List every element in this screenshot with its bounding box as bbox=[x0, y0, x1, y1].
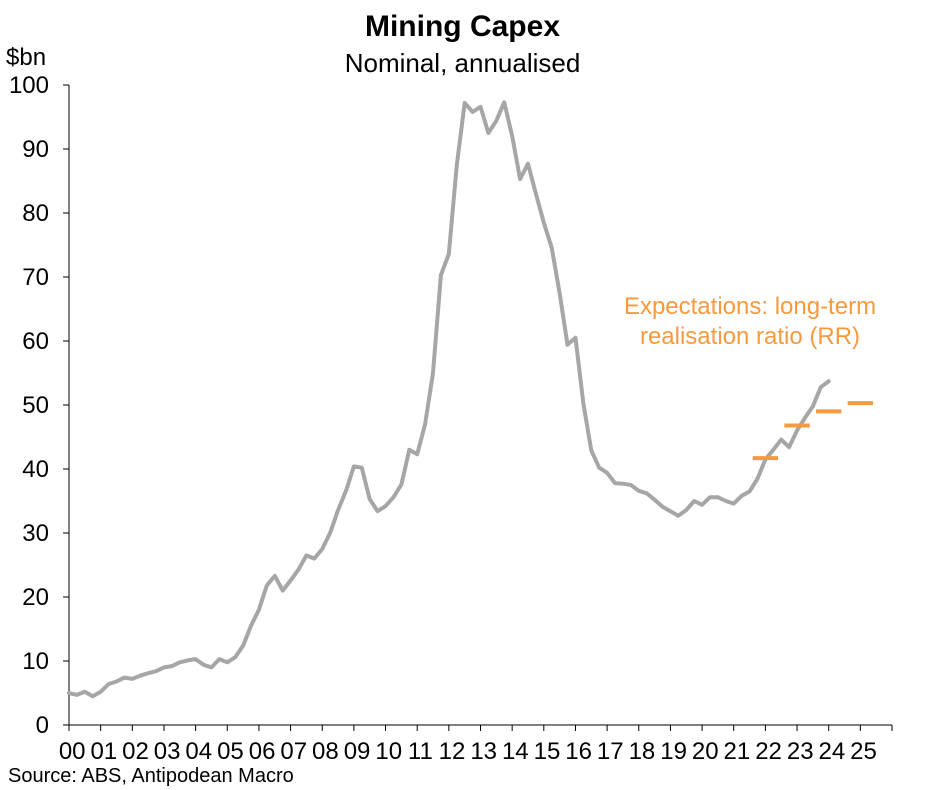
x-tick-label: 00 bbox=[59, 738, 86, 765]
x-tick-label: 15 bbox=[534, 738, 561, 765]
x-tick-label: 08 bbox=[312, 738, 339, 765]
x-tick-label: 24 bbox=[819, 738, 846, 765]
x-tick-label: 06 bbox=[249, 738, 276, 765]
x-tick-label: 05 bbox=[217, 738, 244, 765]
axes: 0 10 20 30 40 50 60 70 80 90 100 00 01 02 03 04 05 06 07 08… bbox=[9, 72, 893, 765]
actual-series-line bbox=[67, 100, 831, 699]
x-tick-label: 16 bbox=[565, 738, 592, 765]
x-tick-label: 13 bbox=[470, 738, 497, 765]
x-tick-label: 07 bbox=[280, 738, 307, 765]
actual-series bbox=[67, 100, 831, 699]
x-tick-label: 22 bbox=[755, 738, 782, 765]
expectations-series bbox=[752, 401, 874, 461]
x-tick-label: 04 bbox=[185, 738, 212, 765]
x-tick-label: 17 bbox=[597, 738, 624, 765]
y-tick-label: 10 bbox=[22, 648, 49, 675]
x-tick-label: 18 bbox=[629, 738, 656, 765]
x-tick-label: 02 bbox=[122, 738, 149, 765]
y-tick-label: 40 bbox=[22, 456, 49, 483]
chart-subtitle: Nominal, annualised bbox=[344, 48, 581, 78]
y-tick-label: 70 bbox=[22, 264, 49, 291]
x-tick-label: 20 bbox=[692, 738, 719, 765]
x-tick-label: 01 bbox=[90, 738, 117, 765]
y-tick-label: 50 bbox=[22, 392, 49, 419]
x-tick-label: 03 bbox=[154, 738, 181, 765]
y-tick-label: 100 bbox=[9, 72, 49, 99]
x-tick-label: 25 bbox=[850, 738, 877, 765]
x-tick-label: 14 bbox=[502, 738, 529, 765]
y-tick-label: 20 bbox=[22, 584, 49, 611]
source-note: Source: ABS, Antipodean Macro bbox=[8, 765, 294, 787]
y-tick-label: 90 bbox=[22, 136, 49, 163]
expectations-annotation: Expectations: long-term realisation rati… bbox=[605, 292, 895, 352]
x-tick-label: 19 bbox=[660, 738, 687, 765]
x-tick-label: 23 bbox=[787, 738, 814, 765]
x-tick-label: 09 bbox=[344, 738, 371, 765]
x-tick-label: 12 bbox=[439, 738, 466, 765]
y-tick-label: 0 bbox=[36, 712, 49, 739]
x-tick-label: 11 bbox=[408, 738, 433, 765]
y-tick-label: 80 bbox=[22, 200, 49, 227]
annotation-line-1: Expectations: long-term bbox=[623, 293, 877, 320]
annotation-line-2: realisation ratio (RR) bbox=[639, 323, 861, 350]
y-tick-label: 60 bbox=[22, 328, 49, 355]
y-tick-label: 30 bbox=[22, 520, 49, 547]
x-tick-label: 10 bbox=[375, 738, 402, 765]
chart-title: Mining Capex bbox=[364, 10, 560, 43]
y-axis-unit-label: $bn bbox=[6, 44, 47, 71]
x-tick-label: 21 bbox=[724, 738, 751, 765]
